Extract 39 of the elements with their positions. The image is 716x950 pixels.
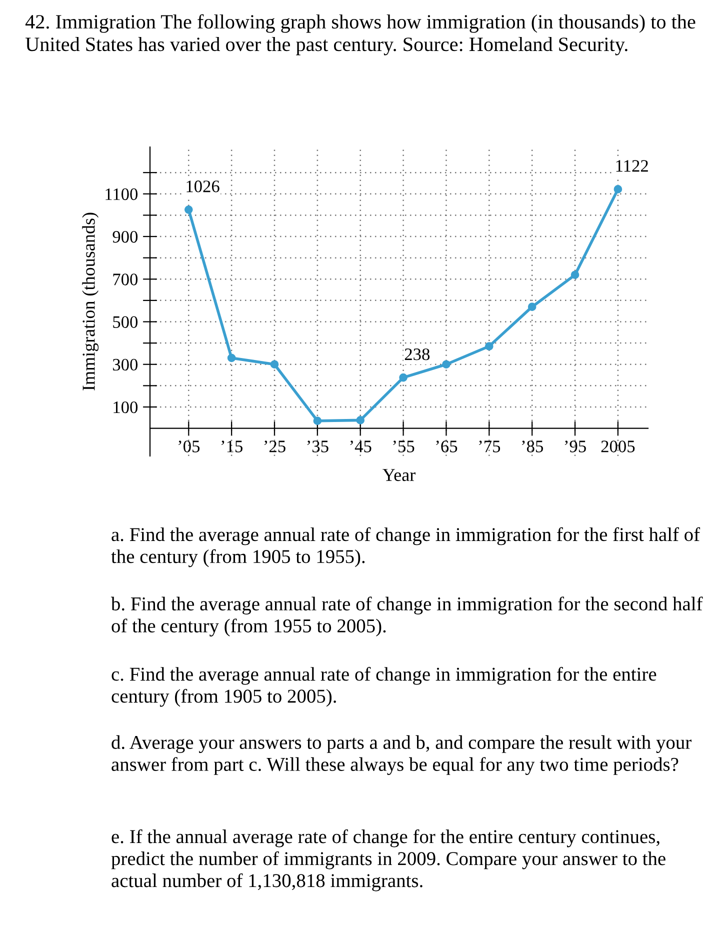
x-tick-label: ’95	[564, 440, 586, 452]
point	[270, 360, 279, 369]
y-tick-label: 700	[113, 274, 138, 286]
text: a. Find the average annual rate of change in immigration for the first half of the century (from 1905 to 1955).	[111, 527, 700, 568]
x-tick-label: ’15	[222, 440, 242, 452]
y-axis-title: Immigration (thousands)	[82, 212, 99, 390]
point	[184, 205, 193, 214]
text: b. Find the average annual rate of change in immigration for the second half of the century (from 1955 to 2005).	[110, 596, 703, 636]
point	[528, 302, 536, 311]
y-tick-label: 1100	[106, 188, 138, 200]
annotation: 238	[404, 348, 430, 360]
point	[356, 416, 365, 424]
point	[484, 342, 494, 350]
chart-title: 42. Immigration The following graph shows how immigration (in thousands) to the United States has varied over the past century. Source: Homeland Security.	[25, 14, 696, 56]
point	[614, 185, 622, 194]
text: c. Find the average annual rate of change in immigration for the entire century (from 1905 to 2005).	[112, 666, 656, 707]
x-tick-label: ’35	[307, 440, 328, 452]
x-tick-label: ’65	[436, 440, 458, 452]
point	[399, 373, 408, 382]
point	[442, 360, 450, 369]
point	[313, 416, 322, 426]
y-tick-label: 900	[112, 230, 138, 243]
x-tick-label: ’55	[393, 440, 414, 452]
x-tick-label: ’25	[264, 440, 286, 452]
annotation: 1026	[186, 180, 220, 192]
text: d. Average your answers to parts a and b, and compare the result with your answer from part c. Will these always be equal for any two time periods?	[112, 735, 692, 775]
x-tick-label: ’75	[479, 440, 500, 452]
x-tick-label: ’45	[350, 440, 372, 452]
x-tick-label: 2005	[601, 440, 635, 452]
x-tick-label: ’85	[522, 440, 543, 452]
x-tick-label: ’05	[178, 440, 200, 452]
x-axis-title: Year	[382, 469, 416, 482]
y-tick-label: 500	[113, 316, 138, 328]
annotation: 1122	[616, 160, 648, 172]
point	[227, 354, 236, 362]
point	[570, 270, 580, 280]
text: e. If the annual average rate of change for the entire century continues, predict the number of immigrants in 2009. Compare your answer to the actual number of 1,130,818 immigrants.	[111, 829, 666, 892]
y-tick-label: 300	[112, 358, 138, 371]
y-tick-label: 100	[114, 401, 138, 414]
